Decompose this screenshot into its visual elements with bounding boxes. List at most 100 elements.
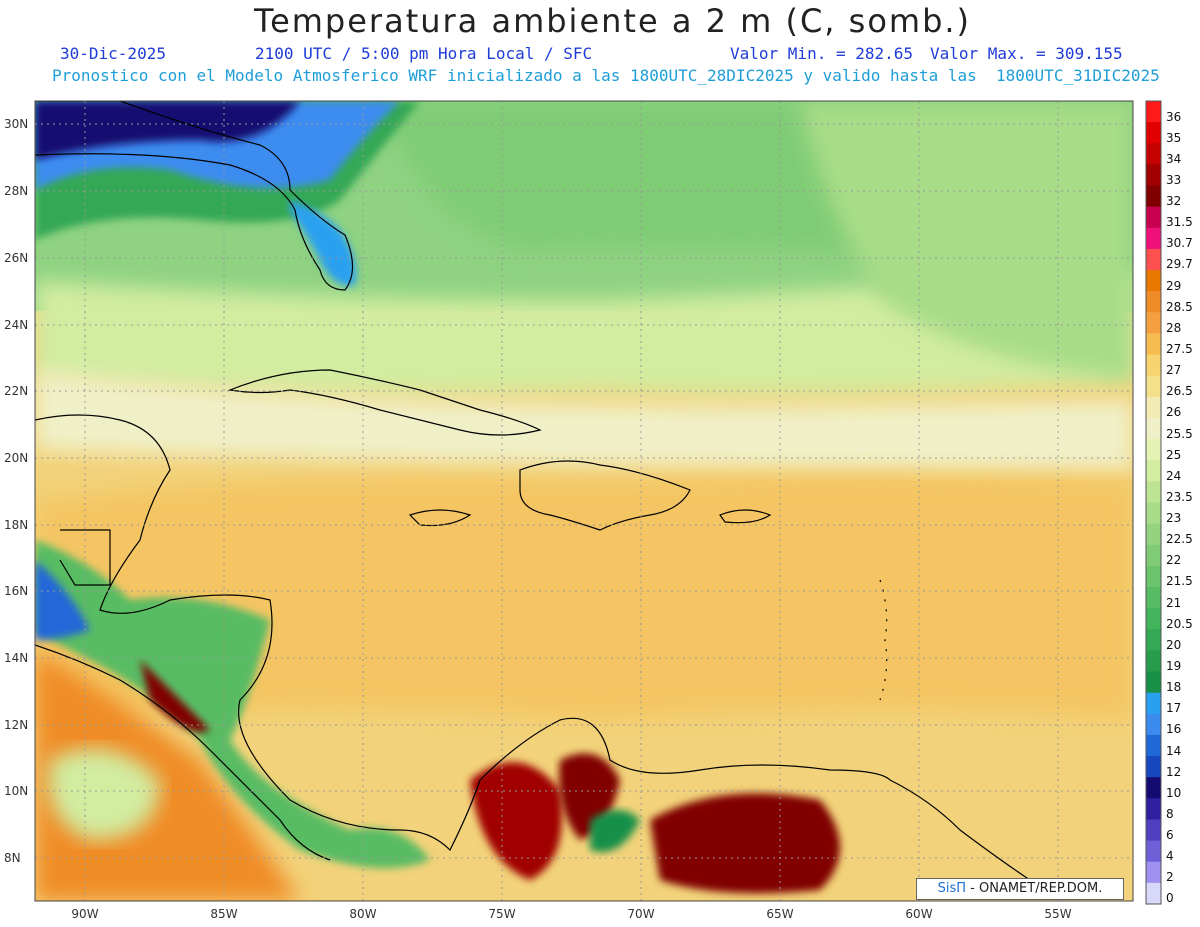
lat-label: 18N xyxy=(4,518,28,532)
lat-label: 28N xyxy=(4,184,28,198)
colorbar-swatch xyxy=(1146,312,1161,334)
colorbar-swatch xyxy=(1146,840,1161,863)
colorbar-swatch xyxy=(1146,396,1161,419)
colorbar-label: 21 xyxy=(1166,595,1182,610)
colorbar-label: 23.5 xyxy=(1166,489,1193,504)
colorbar-label: 29 xyxy=(1166,278,1182,293)
colorbar-swatch xyxy=(1146,354,1161,377)
colorbar-swatch xyxy=(1146,756,1161,778)
colorbar-label: 27.5 xyxy=(1166,342,1193,356)
lon-label: 80W xyxy=(349,907,376,921)
graticule xyxy=(35,101,1133,901)
colorbar-swatch xyxy=(1146,291,1161,313)
colorbar-swatch xyxy=(1146,713,1161,736)
colorbar-label: 20.5 xyxy=(1166,616,1193,631)
lat-label: 10N xyxy=(4,784,28,798)
lat-label: 26N xyxy=(4,251,28,265)
colorbar-label: 26 xyxy=(1166,405,1182,420)
colorbar-label: 25 xyxy=(1166,447,1182,462)
colorbar-label: 19 xyxy=(1166,658,1182,673)
colorbar-label: 28 xyxy=(1166,320,1182,335)
colorbar-swatch xyxy=(1146,608,1161,630)
lon-label: 70W xyxy=(627,907,654,921)
colorbar-swatch xyxy=(1146,248,1161,271)
colorbar-swatch xyxy=(1146,798,1161,820)
lon-label: 75W xyxy=(488,907,515,921)
colorbar-label: 33 xyxy=(1166,172,1182,187)
colorbar-label: 24 xyxy=(1166,468,1182,483)
colorbar-label: 29.7 xyxy=(1166,257,1193,272)
lat-label: 22N xyxy=(4,384,28,398)
colorbar-label: 22 xyxy=(1166,553,1182,568)
colorbar-label: 27 xyxy=(1166,363,1182,378)
lat-label: 8N xyxy=(4,851,21,865)
colorbar-label: 18 xyxy=(1166,680,1182,695)
lat-label: 24N xyxy=(4,318,28,332)
colorbar-swatch xyxy=(1146,819,1161,842)
colorbar-swatch xyxy=(1146,143,1161,165)
date-label: 30-Dic-2025 xyxy=(60,44,166,63)
colorbar-swatch xyxy=(1146,164,1161,187)
min-value-label: Valor Min. = 282.65 xyxy=(730,44,914,63)
lat-label: 14N xyxy=(4,651,28,665)
max-value-label: Valor Max. = 309.155 xyxy=(930,44,1123,63)
map-title: Temperatura ambiente a 2 m (C, somb.) xyxy=(253,2,972,40)
colorbar-swatch xyxy=(1146,439,1161,461)
colorbar-label: 20 xyxy=(1166,637,1182,652)
colorbar-swatch xyxy=(1146,629,1161,651)
colorbar-label: 17 xyxy=(1166,701,1182,716)
colorbar-swatch xyxy=(1146,185,1161,208)
colorbar-swatch xyxy=(1146,587,1161,609)
colorbar-label: 35 xyxy=(1166,130,1182,145)
colorbar-label: 0 xyxy=(1166,891,1174,906)
lat-label: 12N xyxy=(4,718,28,732)
colorbar-label: 26.5 xyxy=(1166,384,1193,399)
colorbar-swatch xyxy=(1146,333,1161,356)
colorbar-label: 16 xyxy=(1166,722,1182,737)
colorbar-label: 2 xyxy=(1166,870,1174,885)
colorbar-swatch xyxy=(1146,523,1161,546)
longitude-labels: 90W 85W 80W 75W 70W 65W 60W 55W xyxy=(71,907,1071,921)
lon-label: 90W xyxy=(71,907,98,921)
colorbar-swatch xyxy=(1146,565,1161,588)
colorbar-label: 28.5 xyxy=(1166,299,1193,314)
lat-label: 20N xyxy=(4,451,28,465)
colorbar-swatch xyxy=(1146,777,1161,799)
colorbar-label: 12 xyxy=(1166,764,1182,779)
colorbar-swatch xyxy=(1146,882,1161,905)
colorbar-label: 32 xyxy=(1166,194,1182,209)
colorbar-label: 10 xyxy=(1166,785,1182,800)
temperature-field xyxy=(35,101,1133,901)
colorbar-swatch xyxy=(1146,671,1161,694)
colorbar-swatch xyxy=(1146,270,1161,292)
credit-brand: SisΠ xyxy=(937,881,967,896)
colorbar-label: 8 xyxy=(1166,806,1174,821)
colorbar xyxy=(1145,100,1162,905)
credit-box: SisΠ - ONAMET/REP.DOM. xyxy=(916,878,1124,900)
colorbar-swatch xyxy=(1146,650,1161,673)
colorbar-frame xyxy=(1145,100,1162,905)
colorbar-swatch xyxy=(1146,227,1161,250)
colorbar-swatch xyxy=(1146,206,1161,229)
colorbar-label: 4 xyxy=(1166,849,1174,864)
colorbar-label: 34 xyxy=(1166,151,1182,166)
lon-label: 85W xyxy=(210,907,237,921)
colorbar-label: 30.7 xyxy=(1166,236,1193,251)
colorbar-label: 22.5 xyxy=(1166,532,1193,547)
time-label: 2100 UTC / 5:00 pm Hora Local / SFC xyxy=(255,44,593,63)
colorbar-swatch xyxy=(1146,101,1161,123)
colorbar-label: 25.5 xyxy=(1166,426,1193,441)
colorbar-swatch xyxy=(1146,692,1161,715)
colorbar-swatch xyxy=(1146,417,1161,440)
lon-label: 55W xyxy=(1044,907,1071,921)
map-frame xyxy=(34,100,1134,902)
colorbar-swatch xyxy=(1146,375,1161,398)
lon-label: 60W xyxy=(905,907,932,921)
lat-label: 30N xyxy=(4,117,28,131)
colorbar-label: 31.5 xyxy=(1166,215,1193,230)
colorbar-swatch xyxy=(1146,734,1161,757)
colorbar-swatch xyxy=(1146,460,1161,482)
colorbar-label: 21.5 xyxy=(1166,574,1193,589)
coastlines xyxy=(35,101,1031,881)
